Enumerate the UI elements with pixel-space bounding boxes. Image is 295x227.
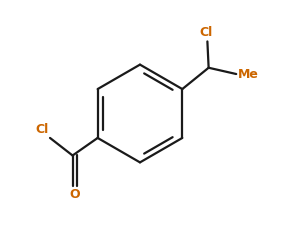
Text: Me: Me xyxy=(237,67,258,81)
Text: O: O xyxy=(70,188,80,201)
Text: Cl: Cl xyxy=(35,123,49,136)
Text: Cl: Cl xyxy=(199,26,213,39)
